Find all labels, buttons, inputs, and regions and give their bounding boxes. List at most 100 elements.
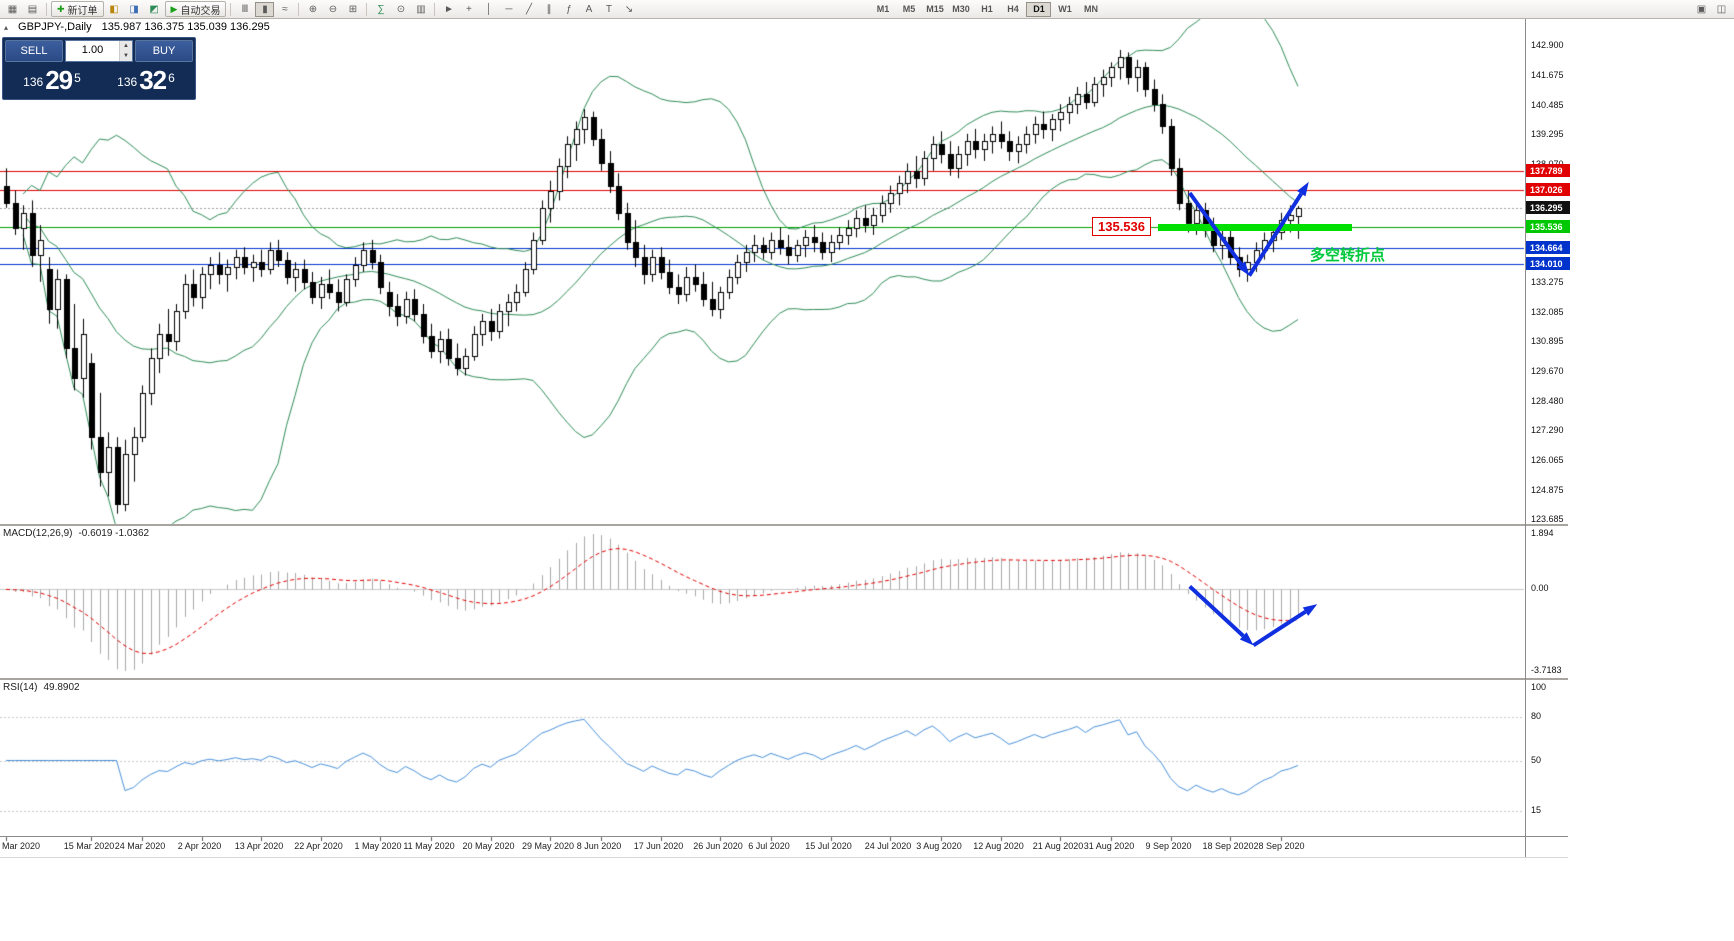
timeframe-mn[interactable]: MN bbox=[1078, 2, 1103, 17]
buy-price-point: 6 bbox=[168, 71, 175, 85]
crosshair-icon[interactable]: + bbox=[466, 3, 472, 15]
buy-price[interactable]: 136 32 6 bbox=[99, 62, 193, 96]
tile-windows-icon[interactable]: ⊞ bbox=[348, 3, 358, 15]
volume-up-button[interactable]: ▲ bbox=[120, 41, 132, 51]
time-axis-label: 21 Aug 2020 bbox=[1032, 841, 1084, 851]
zoom-in-icon[interactable]: ⊕ bbox=[308, 3, 318, 15]
price-axis-box: 134.664 bbox=[1526, 241, 1570, 254]
timeframe-w1[interactable]: W1 bbox=[1052, 2, 1077, 17]
vertical-line-icon[interactable]: │ bbox=[485, 3, 493, 15]
line-chart-icon[interactable]: ≈ bbox=[282, 3, 288, 15]
buy-price-whole: 136 bbox=[117, 75, 138, 89]
macd-axis-label: -3.7183 bbox=[1531, 665, 1562, 675]
market-watch-icon[interactable]: ◧ bbox=[109, 3, 119, 15]
timeframe-h4[interactable]: H4 bbox=[1000, 2, 1025, 17]
time-axis-label: 31 Aug 2020 bbox=[1083, 841, 1135, 851]
templates-icon[interactable]: ▥ bbox=[416, 3, 426, 15]
data-window-icon[interactable]: ◨ bbox=[129, 3, 139, 15]
rsi-axis-label: 50 bbox=[1531, 755, 1542, 765]
macd-indicator-label: MACD(12,26,9) -0.6019 -1.0362 bbox=[3, 528, 149, 539]
timeframe-m30[interactable]: M30 bbox=[948, 2, 973, 17]
price-callout-label[interactable]: 135.536 bbox=[1092, 217, 1151, 236]
volume-down-button[interactable]: ▼ bbox=[120, 51, 132, 61]
buy-button[interactable]: BUY bbox=[135, 40, 193, 62]
rsi-axis-label: 100 bbox=[1531, 682, 1547, 692]
macd-axis-label: 0.00 bbox=[1531, 583, 1549, 593]
text-icon[interactable]: A bbox=[585, 3, 593, 15]
price-axis-label: 127.290 bbox=[1531, 425, 1564, 435]
time-axis-label: 9 Sep 2020 bbox=[1145, 841, 1192, 851]
toolbar-separator bbox=[46, 2, 47, 16]
trendline-icon[interactable]: ╱ bbox=[525, 3, 532, 15]
arrows-tool-icon[interactable]: ↘ bbox=[624, 3, 634, 15]
text-label-icon[interactable]: T bbox=[605, 3, 613, 15]
toolbar-separator bbox=[298, 2, 300, 16]
toolbar-separator bbox=[230, 2, 232, 16]
price-axis-label: 141.675 bbox=[1531, 70, 1564, 80]
volume-value[interactable]: 1.00 bbox=[81, 44, 104, 56]
rsi-axis-label: 80 bbox=[1531, 711, 1542, 721]
price-axis-label: 128.480 bbox=[1531, 396, 1564, 406]
symbol-info-bar: ▴ GBPJPY-,Daily 135.987 136.375 135.039 … bbox=[4, 21, 270, 33]
turning-point-annotation[interactable]: 多空转折点 bbox=[1310, 247, 1386, 264]
timeframe-m15[interactable]: M15 bbox=[922, 2, 947, 17]
volume-input[interactable]: 1.00 ▲ ▼ bbox=[65, 40, 133, 62]
time-axis-label: 28 Sep 2020 bbox=[1253, 841, 1305, 851]
fibonacci-icon[interactable]: ƒ bbox=[566, 3, 572, 15]
time-axis-label: 29 May 2020 bbox=[521, 841, 575, 851]
periods-icon[interactable]: ⊙ bbox=[396, 3, 406, 15]
price-axis-label: 130.895 bbox=[1531, 336, 1564, 346]
price-axis-label: 140.485 bbox=[1531, 100, 1564, 110]
new-order-icon: ✚ bbox=[57, 3, 65, 14]
autotrading-button-label: 自动交易 bbox=[180, 5, 221, 17]
zoom-out-icon[interactable]: ⊖ bbox=[328, 3, 338, 15]
toolbar-gap bbox=[639, 9, 869, 10]
sell-price-pips: 29 bbox=[45, 65, 73, 95]
panel-separator-rsi[interactable] bbox=[0, 678, 1568, 680]
price-axis-separator bbox=[1525, 19, 1526, 857]
time-axis-separator bbox=[0, 836, 1568, 837]
strategy-tester-icon[interactable]: ◩ bbox=[149, 3, 159, 15]
windows-icon[interactable]: ◫ bbox=[1716, 3, 1727, 15]
support-highlight-line[interactable] bbox=[1158, 224, 1352, 231]
new-order-button[interactable]: ✚ 新订单 bbox=[51, 1, 104, 17]
rsi-axis-label: 15 bbox=[1531, 805, 1542, 815]
sell-button[interactable]: SELL bbox=[5, 40, 63, 62]
timeframe-m5[interactable]: M5 bbox=[896, 2, 921, 17]
timeframe-h1[interactable]: H1 bbox=[974, 2, 999, 17]
price-axis-box: 134.010 bbox=[1526, 257, 1570, 270]
timeframe-m1[interactable]: M1 bbox=[870, 2, 895, 17]
buy-price-pips: 32 bbox=[139, 65, 167, 95]
time-axis-label: 12 Aug 2020 bbox=[973, 841, 1024, 851]
docking-icon[interactable]: ▣ bbox=[1696, 3, 1707, 15]
sell-price[interactable]: 136 29 5 bbox=[5, 62, 99, 96]
timeframe-d1[interactable]: D1 bbox=[1026, 1, 1052, 17]
price-axis-label: 142.900 bbox=[1531, 40, 1564, 50]
macd-axis-label: 1.894 bbox=[1531, 528, 1554, 538]
time-axis-label: 18 Sep 2020 bbox=[1202, 841, 1254, 851]
indicators-icon[interactable]: ∑ bbox=[377, 3, 385, 15]
candlestick-chart-icon[interactable]: ▮ bbox=[255, 1, 275, 17]
price-axis-box: 137.026 bbox=[1526, 183, 1570, 196]
price-axis-label: 139.295 bbox=[1531, 129, 1564, 139]
bar-chart-icon[interactable]: Ⅲ bbox=[241, 3, 249, 15]
new-chart-icon[interactable]: ▦ bbox=[7, 3, 18, 15]
cursor-icon[interactable]: ► bbox=[444, 3, 454, 15]
time-axis-label: 1 May 2020 bbox=[354, 841, 402, 851]
autotrading-button[interactable]: ▶ 自动交易 bbox=[164, 1, 227, 17]
time-axis-label: 13 Apr 2020 bbox=[234, 841, 284, 851]
toolbar: ▦ ▤ ✚ 新订单 ◧ ◨ ◩ ▶ 自动交易 Ⅲ ▮ ≈ ⊕ ⊖ ⊞ ∑ ⊙ ▥ ► + │ ─ ╱ ∥ ƒ A T ↘ M1 M5 M15… bbox=[0, 0, 1734, 19]
collapse-trade-panel-icon[interactable]: ▴ bbox=[4, 22, 9, 32]
profiles-icon[interactable]: ▤ bbox=[27, 3, 38, 15]
panel-separator-macd[interactable] bbox=[0, 524, 1568, 526]
macd-name: MACD(12,26,9) bbox=[3, 528, 73, 539]
channel-icon[interactable]: ∥ bbox=[546, 3, 552, 15]
horizontal-line-icon[interactable]: ─ bbox=[505, 3, 513, 15]
time-axis-label: Mar 2020 bbox=[2, 841, 41, 851]
toolbar-separator bbox=[434, 2, 436, 16]
rsi-indicator-label: RSI(14) 49.8902 bbox=[3, 682, 80, 693]
price-axis-label: 129.670 bbox=[1531, 366, 1564, 376]
price-axis-box: 137.789 bbox=[1526, 164, 1570, 177]
sell-price-whole: 136 bbox=[23, 75, 44, 89]
